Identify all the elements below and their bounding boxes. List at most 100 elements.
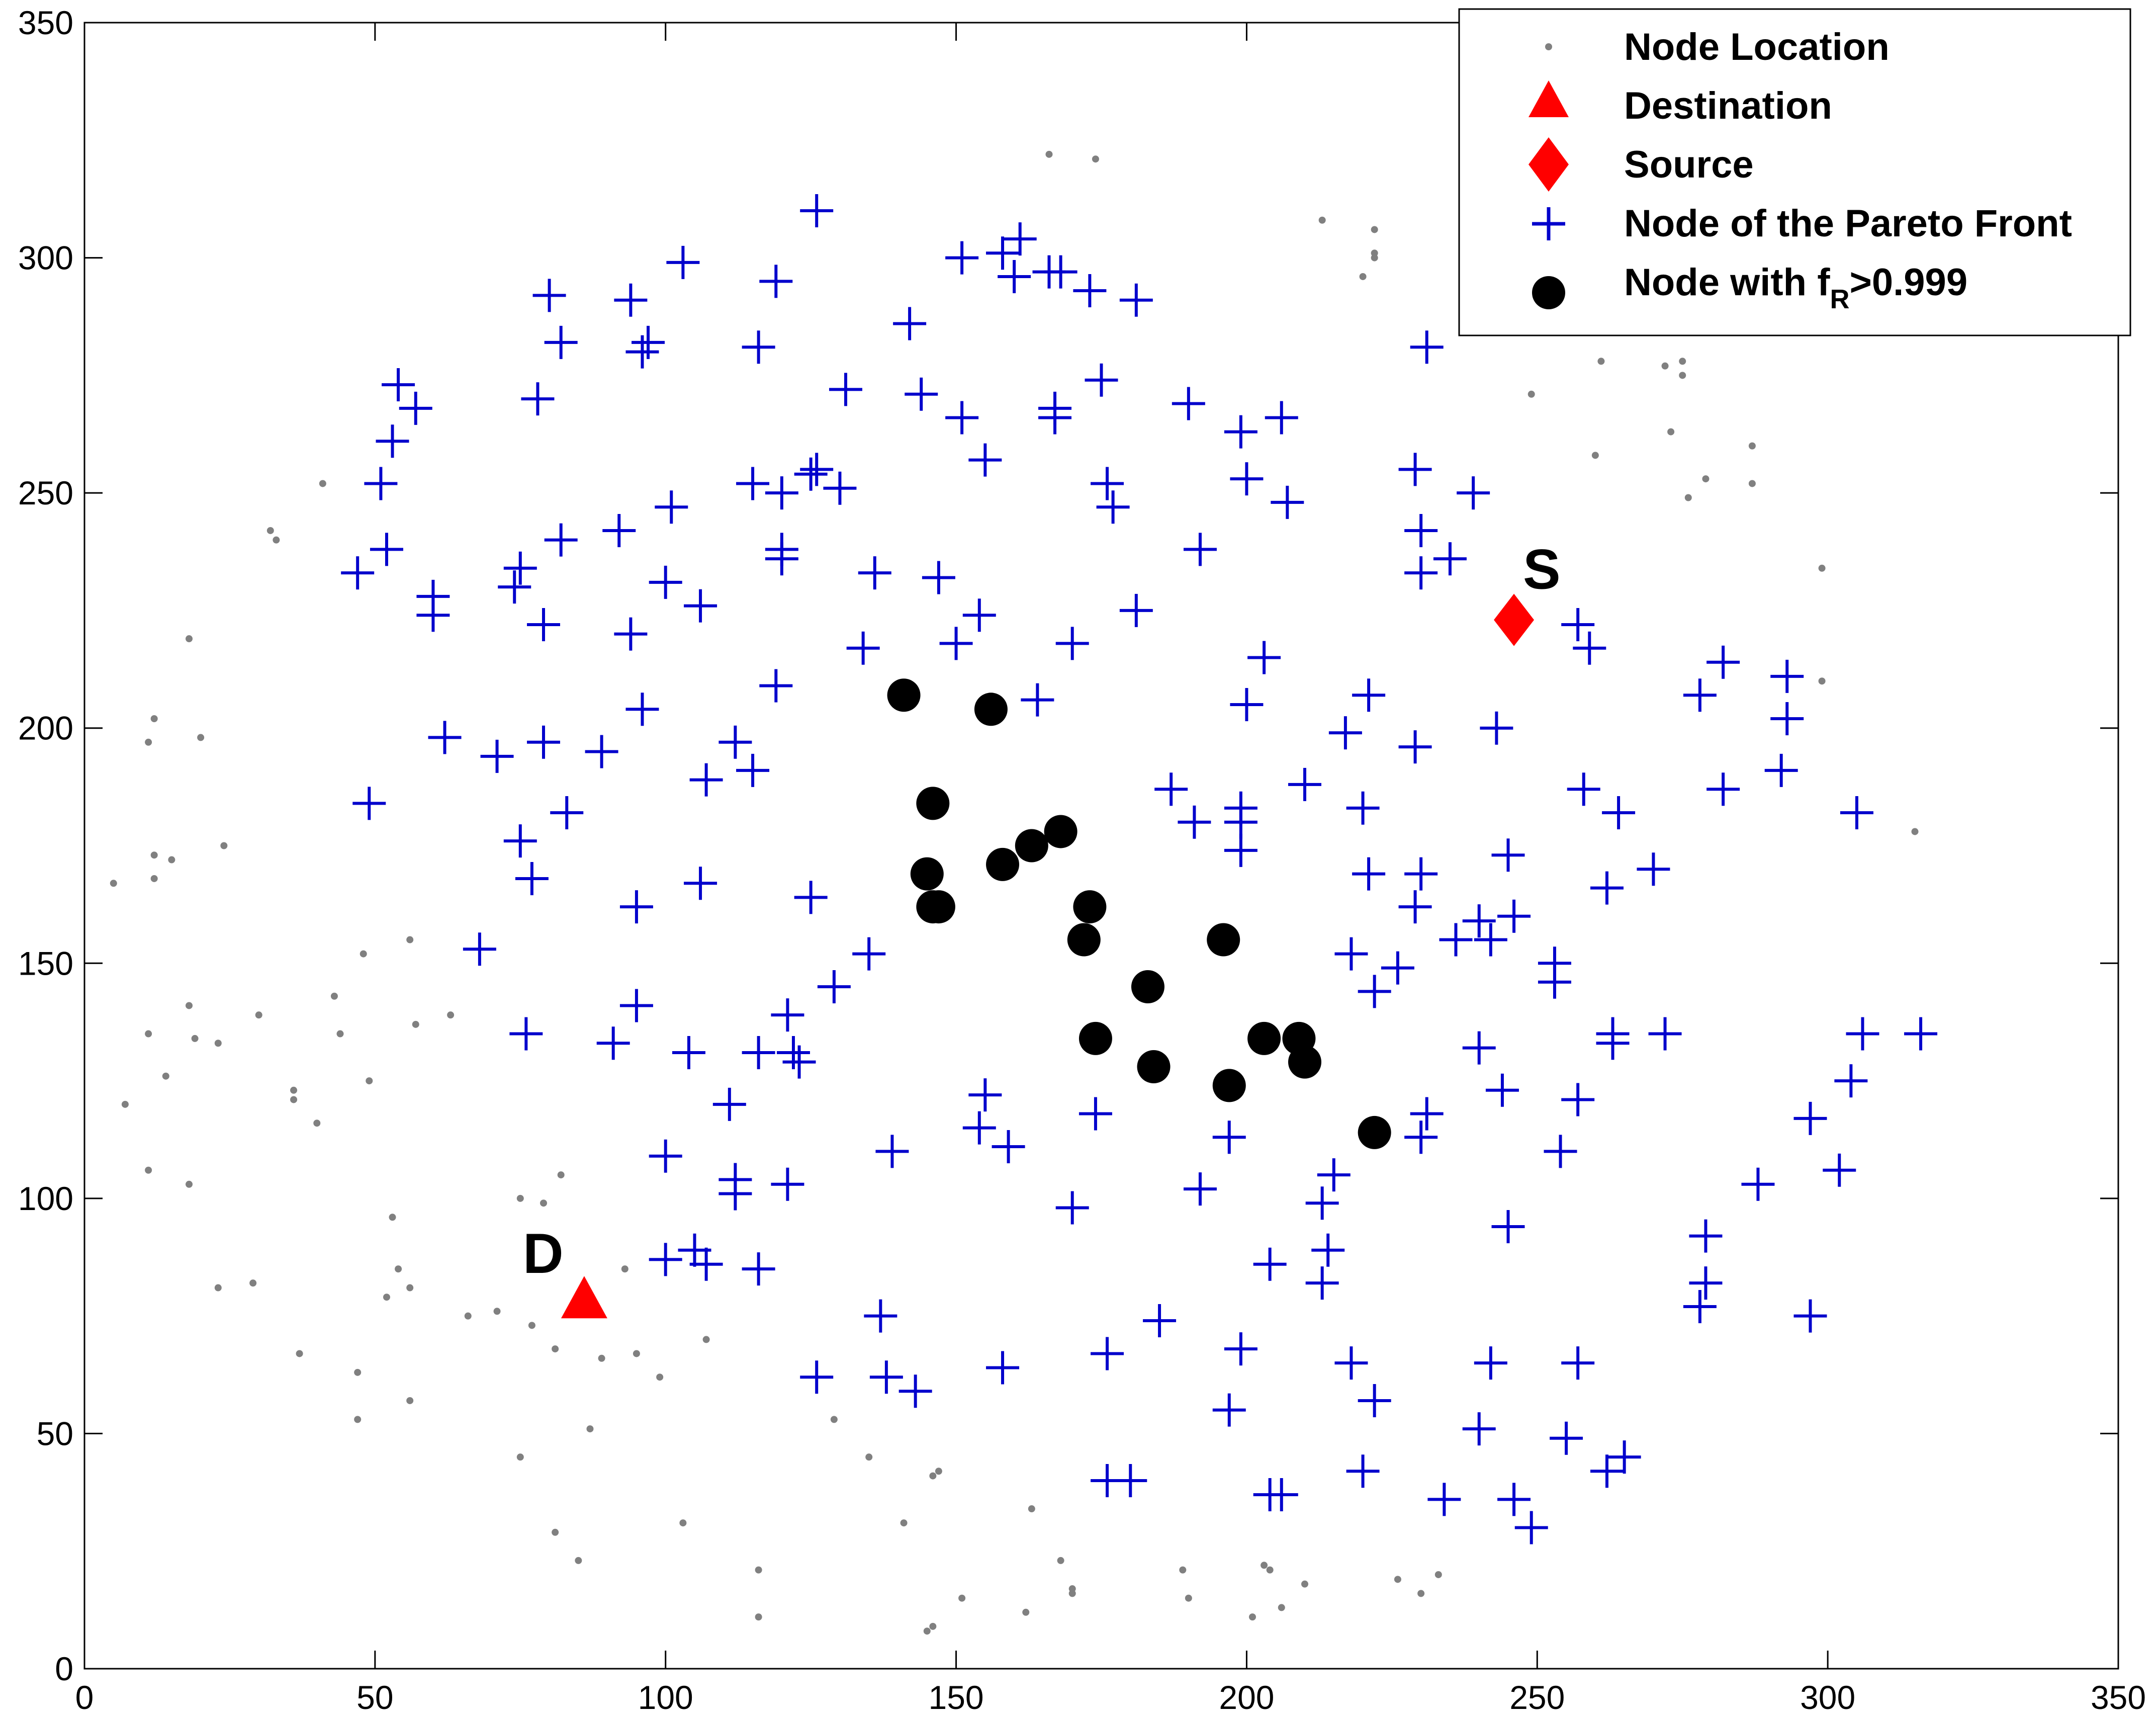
- node-location-point: [755, 1566, 762, 1574]
- series-dot: [110, 150, 1919, 1635]
- y-tick-label: 100: [18, 1180, 73, 1217]
- pareto-node-point: [1462, 1031, 1496, 1065]
- node-location-point: [186, 1180, 193, 1188]
- node-location-point: [395, 1265, 402, 1273]
- node-location-point: [214, 1284, 222, 1292]
- node-location-point: [1591, 452, 1599, 459]
- pareto-node-point: [684, 589, 717, 623]
- node-location-point: [121, 1100, 129, 1108]
- node-location-point: [1684, 494, 1692, 501]
- node-location-point: [383, 1294, 390, 1301]
- pareto-node-point: [1410, 330, 1444, 364]
- pareto-node-point: [527, 725, 561, 759]
- pareto-node-point: [1404, 1121, 1438, 1154]
- pareto-node-point: [1230, 687, 1264, 721]
- x-tick-label: 100: [638, 1679, 693, 1716]
- pareto-node-point: [1491, 838, 1525, 872]
- node-location-point: [1702, 475, 1710, 483]
- pareto-node-point: [1637, 852, 1670, 886]
- pareto-node-point: [945, 401, 979, 435]
- fr-node-point: [1044, 815, 1077, 848]
- node-location-point: [1394, 1576, 1401, 1583]
- pareto-node-point: [945, 241, 979, 275]
- pareto-node-point: [992, 1130, 1025, 1163]
- pareto-node-point: [905, 377, 938, 411]
- pareto-node-point: [341, 556, 375, 590]
- data-points: DS: [110, 150, 1938, 1635]
- pareto-node-point: [1544, 1135, 1577, 1168]
- node-location-point: [1057, 1557, 1064, 1564]
- pareto-node-point: [759, 669, 793, 703]
- pareto-node-point: [899, 1374, 932, 1408]
- pareto-node-point: [1514, 1511, 1548, 1544]
- pareto-node-point: [1433, 542, 1467, 576]
- pareto-node-point: [869, 1360, 903, 1394]
- pareto-node-point: [1462, 904, 1496, 938]
- node-location-point: [656, 1373, 664, 1381]
- pareto-node-point: [1607, 1440, 1641, 1474]
- pareto-node-point: [1741, 1167, 1775, 1201]
- node-location-point: [1092, 155, 1099, 163]
- x-tick-label: 50: [356, 1679, 393, 1716]
- pareto-node-point: [364, 467, 398, 500]
- pareto-node-point: [1793, 1101, 1827, 1135]
- pareto-node-point: [1288, 767, 1321, 801]
- node-location-point: [1371, 254, 1378, 262]
- pareto-node-point: [1038, 391, 1072, 425]
- pareto-node-point: [1683, 1290, 1717, 1323]
- fr-node-point: [887, 678, 921, 712]
- pareto-node-point: [794, 881, 828, 914]
- node-location-point: [197, 734, 205, 741]
- node-location-point: [1818, 677, 1826, 685]
- pareto-node-point: [1358, 975, 1391, 1008]
- pareto-node-point: [893, 307, 927, 340]
- x-tick-label: 200: [1219, 1679, 1274, 1716]
- pareto-node-point: [1823, 1153, 1856, 1187]
- pareto-node-point: [864, 1299, 897, 1333]
- pareto-node-point: [759, 265, 793, 298]
- pareto-node-point: [1427, 1483, 1461, 1516]
- fr-node-point: [1247, 1021, 1281, 1055]
- fr-node-point: [1137, 1050, 1171, 1084]
- pareto-node-point: [986, 236, 1020, 270]
- pareto-node-point: [655, 490, 688, 524]
- pareto-node-point: [1573, 631, 1606, 665]
- fr-node-point: [1358, 1115, 1391, 1149]
- pareto-node-point: [736, 467, 770, 500]
- node-location-point: [464, 1312, 472, 1320]
- source-label: S: [1523, 538, 1561, 601]
- pareto-node-point: [1764, 753, 1798, 787]
- pareto-node-point: [712, 1087, 746, 1121]
- pareto-node-point: [1358, 1384, 1391, 1417]
- pareto-node-point: [1398, 730, 1432, 764]
- node-location-point: [389, 1214, 396, 1221]
- pareto-node-point: [875, 1135, 909, 1168]
- node-location-point: [354, 1368, 362, 1376]
- node-location-point: [900, 1519, 908, 1527]
- pareto-node-point: [1224, 415, 1257, 449]
- pareto-node-point: [1381, 951, 1414, 985]
- pareto-node-point: [1770, 702, 1804, 736]
- pareto-node-point: [858, 556, 891, 590]
- pareto-node-point: [1561, 1083, 1595, 1116]
- node-location-point: [1261, 1562, 1268, 1569]
- pareto-node-point: [1602, 796, 1636, 830]
- pareto-node-point: [1328, 716, 1362, 750]
- pareto-node-point: [1119, 283, 1153, 317]
- node-location-point: [186, 635, 193, 643]
- pareto-node-point: [428, 721, 462, 754]
- node-location-point: [929, 1622, 937, 1630]
- pareto-node-point: [382, 368, 415, 402]
- node-location-point: [552, 1345, 559, 1353]
- pareto-node-point: [515, 862, 549, 895]
- pareto-node-point: [632, 325, 665, 359]
- node-location-point: [220, 842, 228, 849]
- pareto-node-point: [1497, 899, 1531, 933]
- node-location-point: [110, 880, 117, 887]
- node-location-point: [1318, 216, 1326, 224]
- pareto-node-point: [986, 1351, 1020, 1385]
- pareto-node-point: [846, 631, 880, 665]
- node-location-point: [865, 1453, 873, 1461]
- node-location-point: [1528, 390, 1535, 398]
- pareto-node-point: [1404, 513, 1438, 547]
